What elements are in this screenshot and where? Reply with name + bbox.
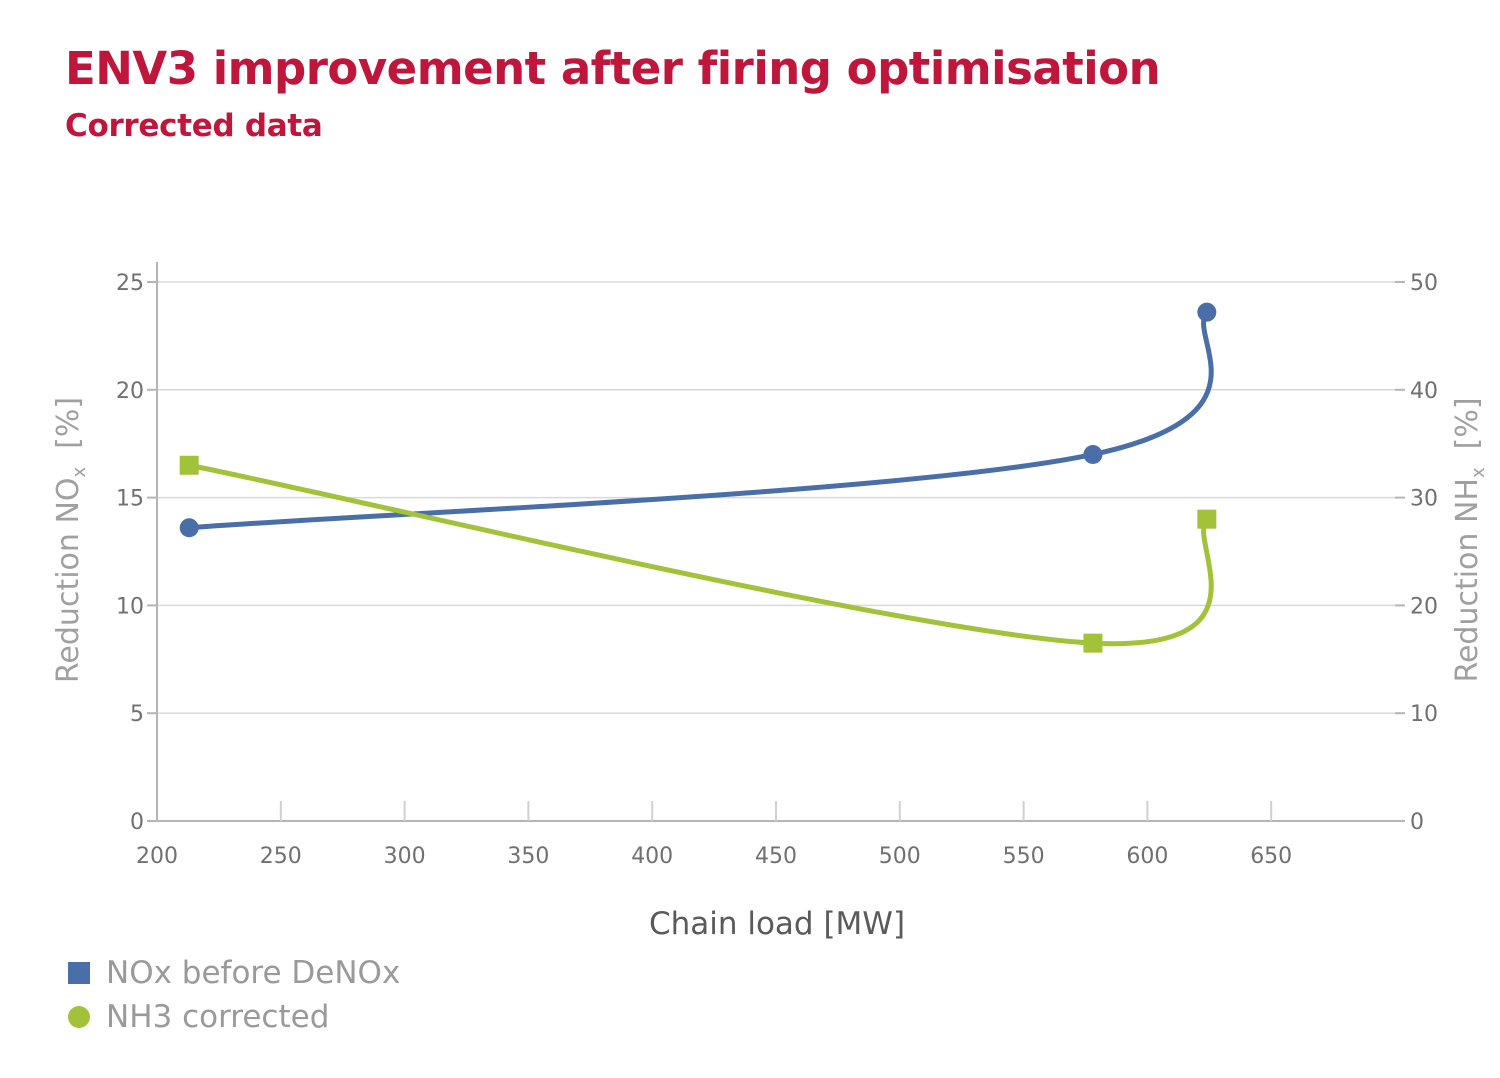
- legend-swatch-square-icon: [68, 962, 90, 984]
- y-left-title-unit: [%]: [51, 397, 86, 449]
- legend-item-nh3: NH3 corrected: [68, 999, 329, 1035]
- data-point-nox: [1197, 303, 1216, 322]
- x-tick-label: 550: [1003, 844, 1045, 869]
- y-left-tick-label: 20: [116, 379, 144, 404]
- y-left-tick-label: 10: [116, 594, 144, 619]
- data-point-nh3: [180, 456, 199, 475]
- x-tick-label: 300: [384, 844, 426, 869]
- x-tick-label: 450: [755, 844, 797, 869]
- y-right-tick-label: 0: [1410, 810, 1424, 835]
- y-axis-right-title: Reduction NHx [%]: [1450, 397, 1489, 682]
- y-right-tick-label: 30: [1410, 487, 1438, 512]
- y-left-tick-label: 0: [130, 810, 144, 835]
- x-tick-label: 600: [1126, 844, 1168, 869]
- series-line-nh3: [189, 465, 1211, 643]
- y-right-tick-label: 10: [1410, 702, 1438, 727]
- y-left-tick-label: 15: [116, 487, 144, 512]
- y-right-tick-label: 50: [1410, 271, 1438, 296]
- y-right-tick-label: 40: [1410, 379, 1438, 404]
- x-tick-label: 500: [879, 844, 921, 869]
- series-line-nox: [189, 312, 1211, 528]
- line-chart: 051015202501020304050200 250 300 350 400 450 5…: [0, 0, 1500, 1078]
- y-right-tick-label: 20: [1410, 594, 1438, 619]
- x-tick-label: 200: [136, 844, 178, 869]
- x-axis-title: Chain load [MW]: [649, 906, 905, 942]
- legend-label-nh3: NH3 corrected: [106, 999, 329, 1035]
- y-left-title-sub: x: [69, 467, 90, 478]
- legend-swatch-circle-icon: [68, 1006, 90, 1028]
- y-left-tick-label: 5: [130, 702, 144, 727]
- x-tick-label: 250: [260, 844, 302, 869]
- x-tick-label: 350: [507, 844, 549, 869]
- data-point-nh3: [1083, 634, 1102, 653]
- data-point-nox: [180, 518, 199, 537]
- y-right-title-unit: [%]: [1450, 397, 1485, 449]
- legend-label-nox: NOx before DeNOx: [106, 955, 400, 991]
- data-point-nox: [1083, 445, 1102, 464]
- axes: [147, 262, 1405, 821]
- y-left-tick-label: 25: [116, 271, 144, 296]
- legend-item-nox: NOx before DeNOx: [68, 955, 400, 991]
- x-tick-label: 400: [631, 844, 673, 869]
- series-lines: [189, 312, 1211, 644]
- y-right-title-main: Reduction NH: [1450, 478, 1485, 683]
- series-markers: [180, 303, 1217, 653]
- y-left-title-main: Reduction NO: [51, 478, 86, 684]
- y-right-title-sub: x: [1468, 467, 1489, 478]
- data-point-nh3: [1197, 510, 1216, 529]
- y-axis-left-title: Reduction NOx [%]: [51, 397, 90, 683]
- x-tick-label: 650: [1250, 844, 1292, 869]
